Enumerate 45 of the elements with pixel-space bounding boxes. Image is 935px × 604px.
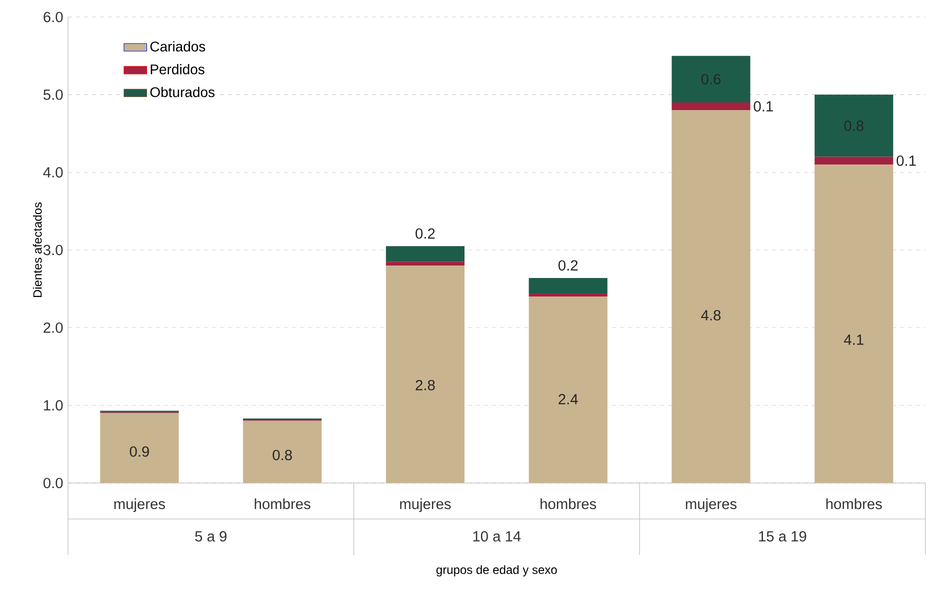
legend-label: Perdidos — [150, 64, 204, 74]
bar — [243, 420, 322, 483]
data-label: 0.1 — [754, 101, 773, 112]
y-tick-label: 4.0 — [43, 167, 63, 178]
data-label: 2.4 — [558, 394, 578, 404]
x-tick-label: hombres — [540, 498, 596, 510]
text: 10 a 14 — [473, 531, 521, 542]
y-tick-label: 0.0 — [43, 478, 63, 488]
bar — [528, 278, 608, 294]
y-tick-label: 1.0 — [44, 400, 63, 411]
bar — [814, 164, 894, 483]
legend-label: Obturados — [150, 86, 215, 98]
bar — [386, 246, 465, 262]
data-label: 0.9 — [130, 446, 149, 457]
data-label: 4.1 — [844, 334, 864, 345]
bar — [528, 296, 608, 483]
x-tick-label: mujeres — [114, 498, 165, 512]
x-tick-label: mujeres — [686, 498, 737, 512]
y-tick-label: 3.0 — [43, 244, 63, 256]
bar — [528, 293, 608, 297]
bar — [386, 262, 465, 266]
text: 5 a 9 — [195, 531, 226, 542]
x-tick-label: hombres — [254, 498, 310, 510]
x-tick-label: hombres — [826, 498, 882, 510]
data-label: 4.8 — [701, 310, 721, 320]
y-axis-title: Dientes afectados — [32, 202, 42, 298]
legend-label: Cariados — [150, 41, 206, 52]
x-tick-label: mujeres — [400, 498, 451, 512]
data-label: 0.8 — [272, 450, 292, 460]
text: 15 a 19 — [759, 531, 806, 542]
bar — [672, 102, 750, 110]
data-label: 0.2 — [558, 260, 578, 271]
data-label: 0.2 — [416, 228, 435, 239]
bar — [672, 110, 750, 483]
bar — [100, 413, 179, 483]
data-label: 2.8 — [416, 380, 435, 390]
bar — [814, 156, 894, 165]
data-label: 0.1 — [896, 156, 916, 166]
x-axis-title: grupos de edad y sexo — [436, 565, 557, 576]
bar — [672, 56, 750, 102]
y-tick-label: 2.0 — [44, 322, 63, 333]
y-tick-label: 5.0 — [43, 89, 63, 100]
bar — [814, 94, 894, 157]
y-tick-label: 6.0 — [44, 12, 63, 22]
bar — [386, 266, 465, 483]
